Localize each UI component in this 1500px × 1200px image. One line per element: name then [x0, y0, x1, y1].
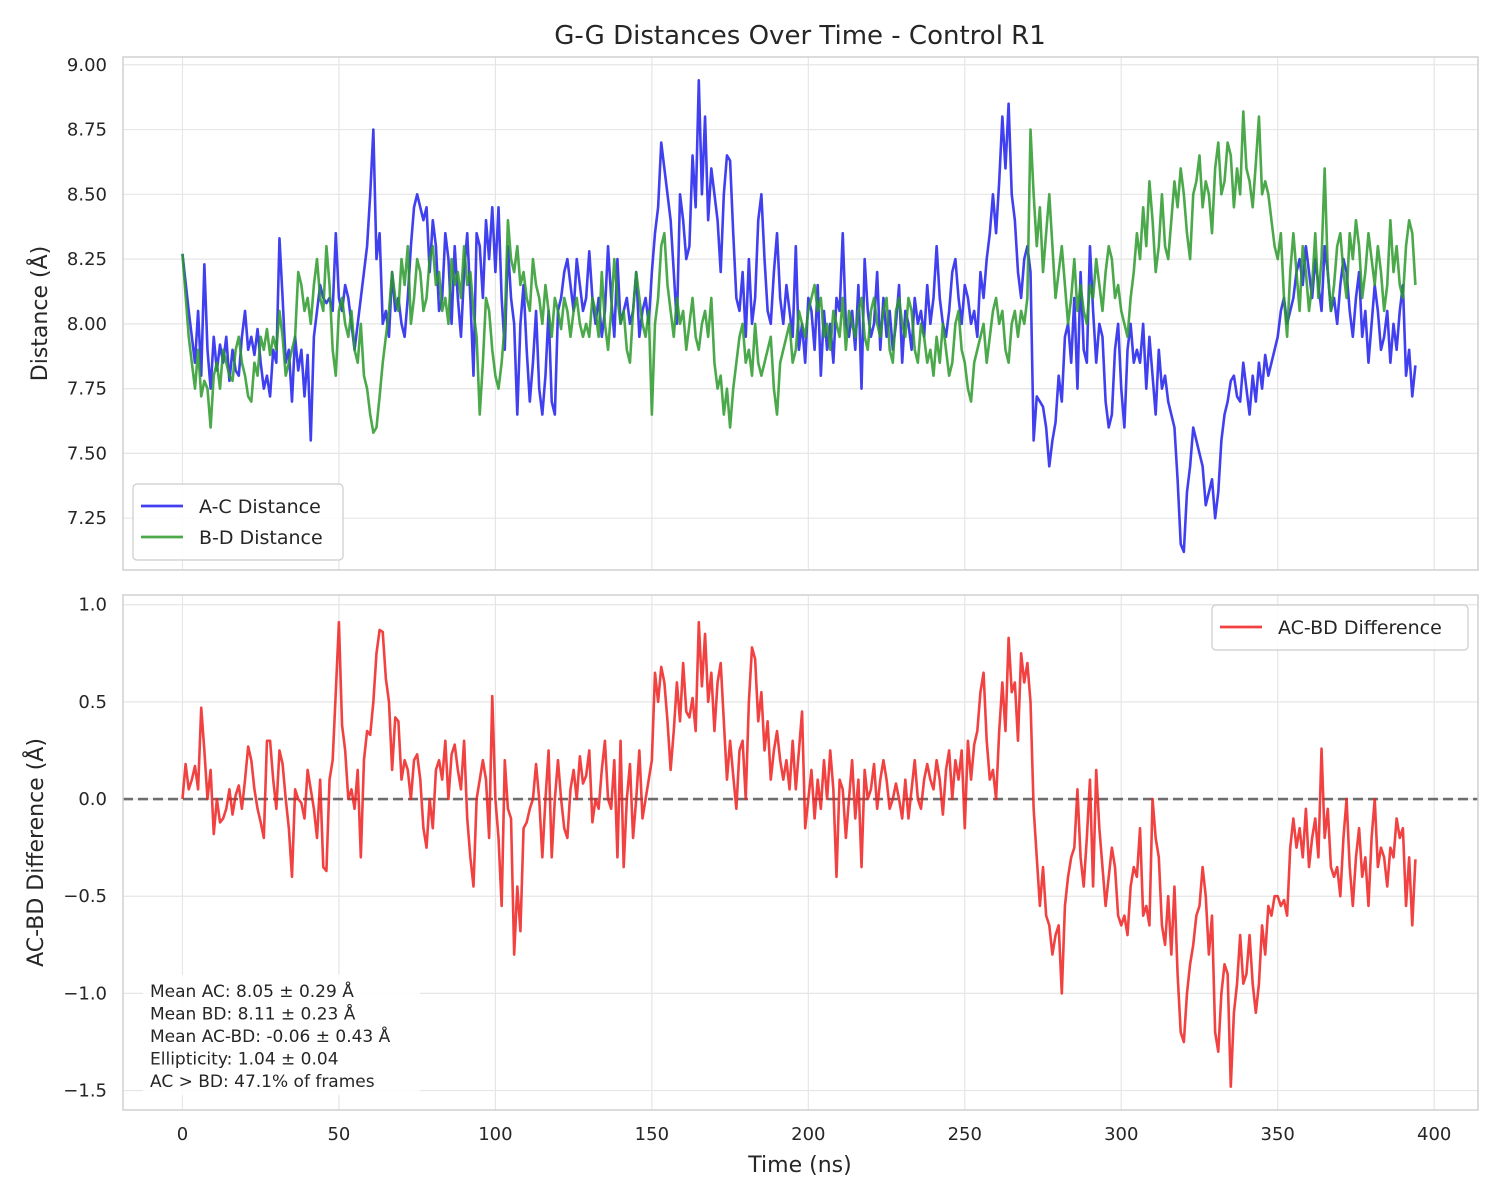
y-tick-label: 9.00 — [67, 55, 107, 76]
x-tick-label: 250 — [948, 1124, 982, 1145]
stats-line: Mean AC-BD: -0.06 ± 0.43 Å — [150, 1025, 391, 1047]
stats-line: AC > BD: 47.1% of frames — [150, 1072, 375, 1092]
y-tick-label: 7.25 — [67, 508, 107, 529]
legend-label: B-D Distance — [199, 527, 323, 549]
y-axis-label: Distance (Å) — [26, 246, 53, 381]
stats-line: Mean AC: 8.05 ± 0.29 Å — [150, 980, 354, 1002]
plot-frame — [122, 594, 1479, 1111]
difference-panel: −1.5 −1.0 −0.5 0.0 0.5 1.0 0 50 100 150 200 250 300 3… — [22, 594, 1479, 1145]
y-tick-label: 0.5 — [78, 692, 107, 713]
y-tick-label: 8.50 — [67, 184, 107, 205]
y-tick-label: 1.0 — [78, 595, 107, 616]
legend-label: AC-BD Difference — [1278, 617, 1442, 639]
legend: A-C Distance B-D Distance — [132, 483, 344, 561]
x-tick-label: 400 — [1417, 1124, 1451, 1145]
x-axis-label: Time (ns) — [747, 1153, 851, 1178]
x-tick-label: 150 — [635, 1124, 669, 1145]
x-tick-label: 300 — [1104, 1124, 1138, 1145]
x-tick-label: 350 — [1261, 1124, 1295, 1145]
y-tick-label: −1.5 — [63, 1081, 107, 1102]
y-tick-label: 8.75 — [67, 120, 107, 141]
x-tick-label: 50 — [327, 1124, 350, 1145]
y-tick-label: 7.50 — [67, 443, 107, 464]
y-axis-label: AC-BD Difference (Å) — [22, 738, 49, 967]
y-tick-label: −1.0 — [63, 983, 107, 1004]
legend: AC-BD Difference — [1211, 604, 1469, 651]
chart-title: G-G Distances Over Time - Control R1 — [554, 21, 1046, 51]
y-tick-label: 8.00 — [67, 314, 107, 335]
y-tick-label: 7.75 — [67, 379, 107, 400]
x-tick-label: 0 — [177, 1124, 188, 1145]
legend-box — [1211, 604, 1469, 651]
legend-label: A-C Distance — [199, 496, 321, 518]
stats-box — [143, 975, 420, 1095]
x-tick-label: 100 — [478, 1124, 512, 1145]
y-tick-label: −0.5 — [63, 886, 107, 907]
plot-frame — [122, 56, 1479, 571]
distance-panel: 7.25 7.50 7.75 8.00 8.25 8.50 8.75 9.00 Distance… — [26, 55, 1479, 571]
y-tick-label: 0.0 — [78, 789, 107, 810]
stats-line: Ellipticity: 1.04 ± 0.04 — [150, 1050, 339, 1070]
series-line-ac-bd-difference — [181, 620, 1417, 1088]
series-line-b-d-distance — [181, 110, 1417, 434]
stats-line: Mean BD: 8.11 ± 0.23 Å — [150, 1003, 356, 1025]
y-tick-label: 8.25 — [67, 249, 107, 270]
x-tick-label: 200 — [791, 1124, 825, 1145]
legend-box — [132, 483, 344, 561]
